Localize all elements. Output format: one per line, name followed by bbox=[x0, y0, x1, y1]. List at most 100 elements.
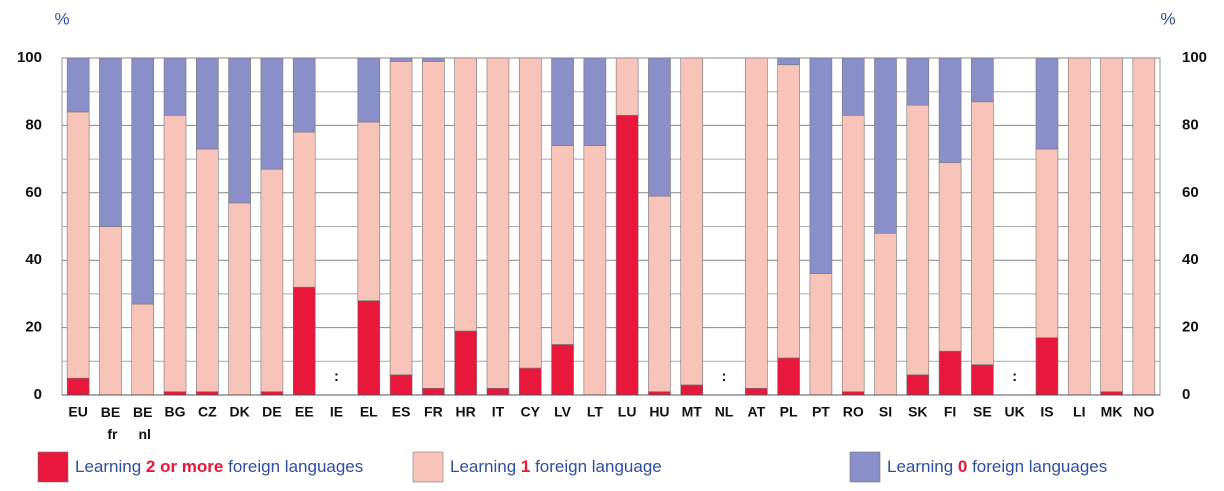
x-tick-label: PL bbox=[780, 404, 798, 420]
bar-segment bbox=[777, 357, 800, 396]
bar-segment bbox=[228, 202, 251, 396]
bar-segment bbox=[66, 57, 90, 113]
x-tick-label: HR bbox=[456, 404, 476, 420]
y-tick-label: 60 bbox=[25, 184, 42, 201]
bar-segment bbox=[260, 57, 284, 170]
bar-segment bbox=[518, 57, 542, 369]
legend-swatch bbox=[412, 451, 444, 483]
x-tick-label: EL bbox=[360, 404, 378, 420]
bar-segment bbox=[1067, 57, 1091, 396]
y-unit-left: % bbox=[54, 9, 69, 28]
legend-swatch bbox=[37, 451, 69, 483]
na-label: : bbox=[334, 368, 339, 385]
bar-segment bbox=[163, 391, 187, 396]
bar-segment bbox=[938, 57, 962, 163]
x-tick-label: CZ bbox=[198, 404, 217, 420]
bar-segment bbox=[551, 344, 574, 396]
bar-segment bbox=[906, 57, 930, 106]
x-tick-label: PT bbox=[812, 404, 830, 420]
x-tick-label: FR bbox=[424, 404, 443, 420]
bar-segment bbox=[745, 57, 768, 389]
x-tick-label: EU bbox=[68, 404, 87, 420]
bar-segment bbox=[422, 387, 445, 396]
na-label: : bbox=[1012, 368, 1017, 385]
bar-segment bbox=[648, 391, 671, 396]
bar-segment bbox=[680, 384, 704, 396]
bar-segment bbox=[971, 101, 994, 365]
x-tick-label: IT bbox=[492, 404, 505, 420]
y2-tick-label: 60 bbox=[1182, 184, 1199, 201]
x-tick-label: BG bbox=[165, 404, 186, 420]
bar-segment bbox=[292, 286, 316, 396]
y2-tick-label: 80 bbox=[1182, 116, 1199, 133]
bar-segment bbox=[551, 57, 574, 146]
bar-segment bbox=[841, 57, 865, 116]
x-tick-label: DK bbox=[230, 404, 250, 420]
bar-segment bbox=[486, 387, 510, 396]
bar-segment bbox=[615, 114, 639, 396]
x-tick-label: SE bbox=[973, 404, 992, 420]
bar-segment bbox=[971, 364, 994, 396]
x-tick-label: HU bbox=[649, 404, 669, 420]
legend-swatch bbox=[849, 451, 881, 483]
bar-segment bbox=[906, 104, 930, 376]
bar-segment bbox=[260, 168, 284, 392]
bar-segment bbox=[518, 367, 542, 396]
x-tick-label: IE bbox=[330, 404, 343, 420]
x-tick-label: LU bbox=[618, 404, 637, 420]
x-tick-label: BE fr bbox=[101, 404, 120, 442]
bar-segment bbox=[196, 57, 219, 150]
bar-segment bbox=[680, 57, 704, 386]
bar-segment bbox=[454, 57, 477, 332]
y2-tick-label: 20 bbox=[1182, 319, 1199, 336]
bar-segment bbox=[389, 374, 413, 396]
bar-segment bbox=[971, 57, 994, 103]
x-tick-label: SI bbox=[879, 404, 892, 420]
y-tick-label: 20 bbox=[25, 319, 42, 336]
bar-segment bbox=[131, 303, 155, 396]
y-tick-label: 40 bbox=[25, 251, 42, 268]
x-tick-label: LV bbox=[554, 404, 572, 420]
bar-segment bbox=[422, 57, 445, 62]
na-label: : bbox=[722, 368, 727, 385]
bar-segment bbox=[163, 57, 187, 116]
x-tick-label: IS bbox=[1040, 404, 1053, 420]
legend-label: Learning 1 foreign language bbox=[450, 457, 662, 476]
bar-segment bbox=[66, 111, 90, 379]
x-tick-label: ES bbox=[392, 404, 411, 420]
bar-segment bbox=[648, 57, 671, 197]
bar-segment bbox=[196, 148, 219, 392]
bar-segment bbox=[357, 57, 381, 123]
bar-segment bbox=[841, 391, 865, 396]
bar-segment bbox=[938, 162, 962, 352]
x-tick-label: FI bbox=[944, 404, 956, 420]
bar-segment bbox=[66, 377, 90, 396]
bar-segment bbox=[99, 226, 122, 396]
bar-segment bbox=[551, 145, 574, 345]
bar-segment bbox=[486, 57, 510, 389]
bar-segment bbox=[292, 57, 316, 133]
x-tick-label: DE bbox=[262, 404, 281, 420]
bar-segment bbox=[1100, 57, 1123, 392]
bar-segment bbox=[938, 350, 962, 396]
bar-segment bbox=[1035, 148, 1059, 339]
bar-segment bbox=[777, 64, 800, 359]
bar-segment bbox=[874, 57, 897, 234]
x-tick-label: MK bbox=[1101, 404, 1123, 420]
x-tick-label: NO bbox=[1133, 404, 1154, 420]
bar-segment bbox=[583, 57, 607, 146]
bar-segment bbox=[389, 61, 413, 376]
bar-segment bbox=[357, 121, 381, 301]
y-tick-label: 100 bbox=[17, 49, 42, 66]
bar-segment bbox=[131, 57, 155, 305]
bar-segment bbox=[228, 57, 251, 204]
y-tick-label: 0 bbox=[34, 386, 42, 403]
y-tick-label: 80 bbox=[25, 116, 42, 133]
x-tick-label: EE bbox=[295, 404, 314, 420]
bar-segment bbox=[615, 57, 639, 116]
bar-segment bbox=[777, 57, 800, 66]
bar-segment bbox=[841, 114, 865, 392]
bar-segment bbox=[809, 273, 833, 396]
bar-segment bbox=[809, 57, 833, 274]
